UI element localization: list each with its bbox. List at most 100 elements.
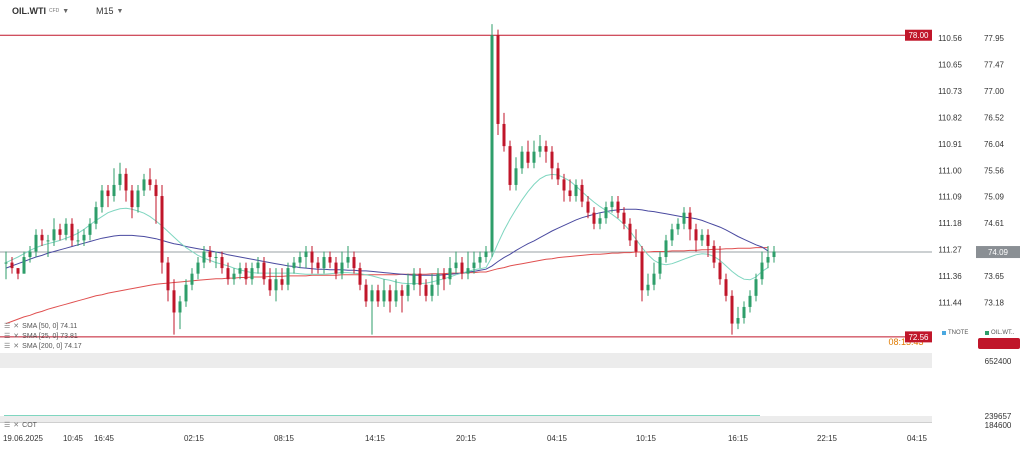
candle [64,218,68,241]
candle [322,251,326,274]
candle-body [202,251,206,263]
candle-body [76,240,80,242]
candle [604,201,608,224]
price-tick-label: 76.52 [984,113,1005,122]
candle [658,251,662,280]
menu-icon[interactable]: ☰ [4,323,11,330]
candle-body [412,273,416,285]
candle-body [502,123,506,147]
candle-body [34,234,38,252]
candle [694,223,698,252]
secondary-tick-label: 111.00 [938,166,962,175]
menu-icon[interactable]: ☰ [4,422,11,429]
candle [202,245,206,269]
candle [508,140,512,191]
candle [232,268,236,285]
candle [562,173,566,202]
candle-body [100,190,104,208]
oil-volume-badge [978,338,1020,349]
candle-body [70,223,74,241]
candle-body [304,251,308,258]
candle [754,273,758,302]
candle [76,229,80,246]
candle [670,223,674,246]
candle-body [514,168,518,185]
candle-body [526,151,530,163]
candle [280,268,284,291]
close-icon[interactable]: ✕ [13,333,20,340]
candle-body [16,268,20,274]
candle [94,201,98,230]
candle [736,306,740,330]
candle [352,251,356,274]
close-icon[interactable]: ✕ [13,323,20,330]
candle-body [214,257,218,259]
candle-body [490,35,494,252]
candle [646,273,650,296]
indicator-sma200[interactable]: ☰ ✕ SMA [200, 0] 74.17 [4,342,82,351]
volume-axis-label: 652400 [985,357,1012,366]
indicator-sma50[interactable]: ☰ ✕ SMA [50, 0] 74.11 [4,322,77,331]
candle [46,234,50,258]
price-tick-label: 73.65 [984,272,1005,281]
candle-body [448,268,452,280]
candle [592,207,596,230]
candle [460,257,464,280]
candle [154,179,158,224]
candle [268,268,272,296]
candle [346,245,350,269]
menu-icon[interactable]: ☰ [4,343,11,350]
secondary-tick-label: 110.91 [938,140,962,149]
candle-body [184,284,188,302]
secondary-tick-label: 110.65 [938,60,962,69]
candle [316,257,320,274]
sma-25-path [5,173,769,285]
candle [502,112,506,152]
symbol-name: OIL.WTI [12,6,46,16]
candle [514,157,518,191]
candle [478,251,482,269]
time-tick-label: 10:45 [63,434,84,443]
candle [484,245,488,263]
candle [16,268,20,280]
candle-body [238,268,242,274]
menu-icon[interactable]: ☰ [4,333,11,340]
candle-body [256,262,260,269]
candle-body [604,207,608,219]
price-tick-label: 77.00 [984,87,1005,96]
sma-25-line [5,173,769,285]
candle-body [748,295,752,307]
candle [430,273,434,302]
candle-body [106,190,110,197]
candle-body [634,240,638,252]
candle-body [286,268,290,285]
close-icon[interactable]: ✕ [13,343,20,350]
candle [472,251,476,274]
candle-body [760,262,764,280]
price-tick-label: 74.61 [984,219,1005,228]
candle [406,273,410,302]
candle-body [478,257,482,263]
legend-swatch [985,331,989,335]
symbol-selector[interactable]: OIL.WTI CFD ▼ [12,6,69,16]
candle-body [430,284,434,296]
candle-body [610,201,614,208]
candle [760,251,764,285]
candle-body [772,251,776,258]
close-icon[interactable]: ✕ [13,422,20,429]
candle [682,207,686,230]
candle-body [562,179,566,191]
candle [286,262,290,291]
indicator-sma25[interactable]: ☰ ✕ SMA [25, 0] 73.81 [4,332,78,341]
indicator-cot[interactable]: ☰ ✕ COT [4,421,37,430]
candle-body [64,223,68,235]
candle [730,290,734,335]
symbol-type: CFD [49,8,60,14]
candle-body [376,290,380,302]
candle [772,245,776,263]
timeframe-selector[interactable]: M15 ▼ [96,6,123,16]
volume-panel [0,353,932,368]
candle-body [172,290,176,313]
candle-body [400,290,404,296]
